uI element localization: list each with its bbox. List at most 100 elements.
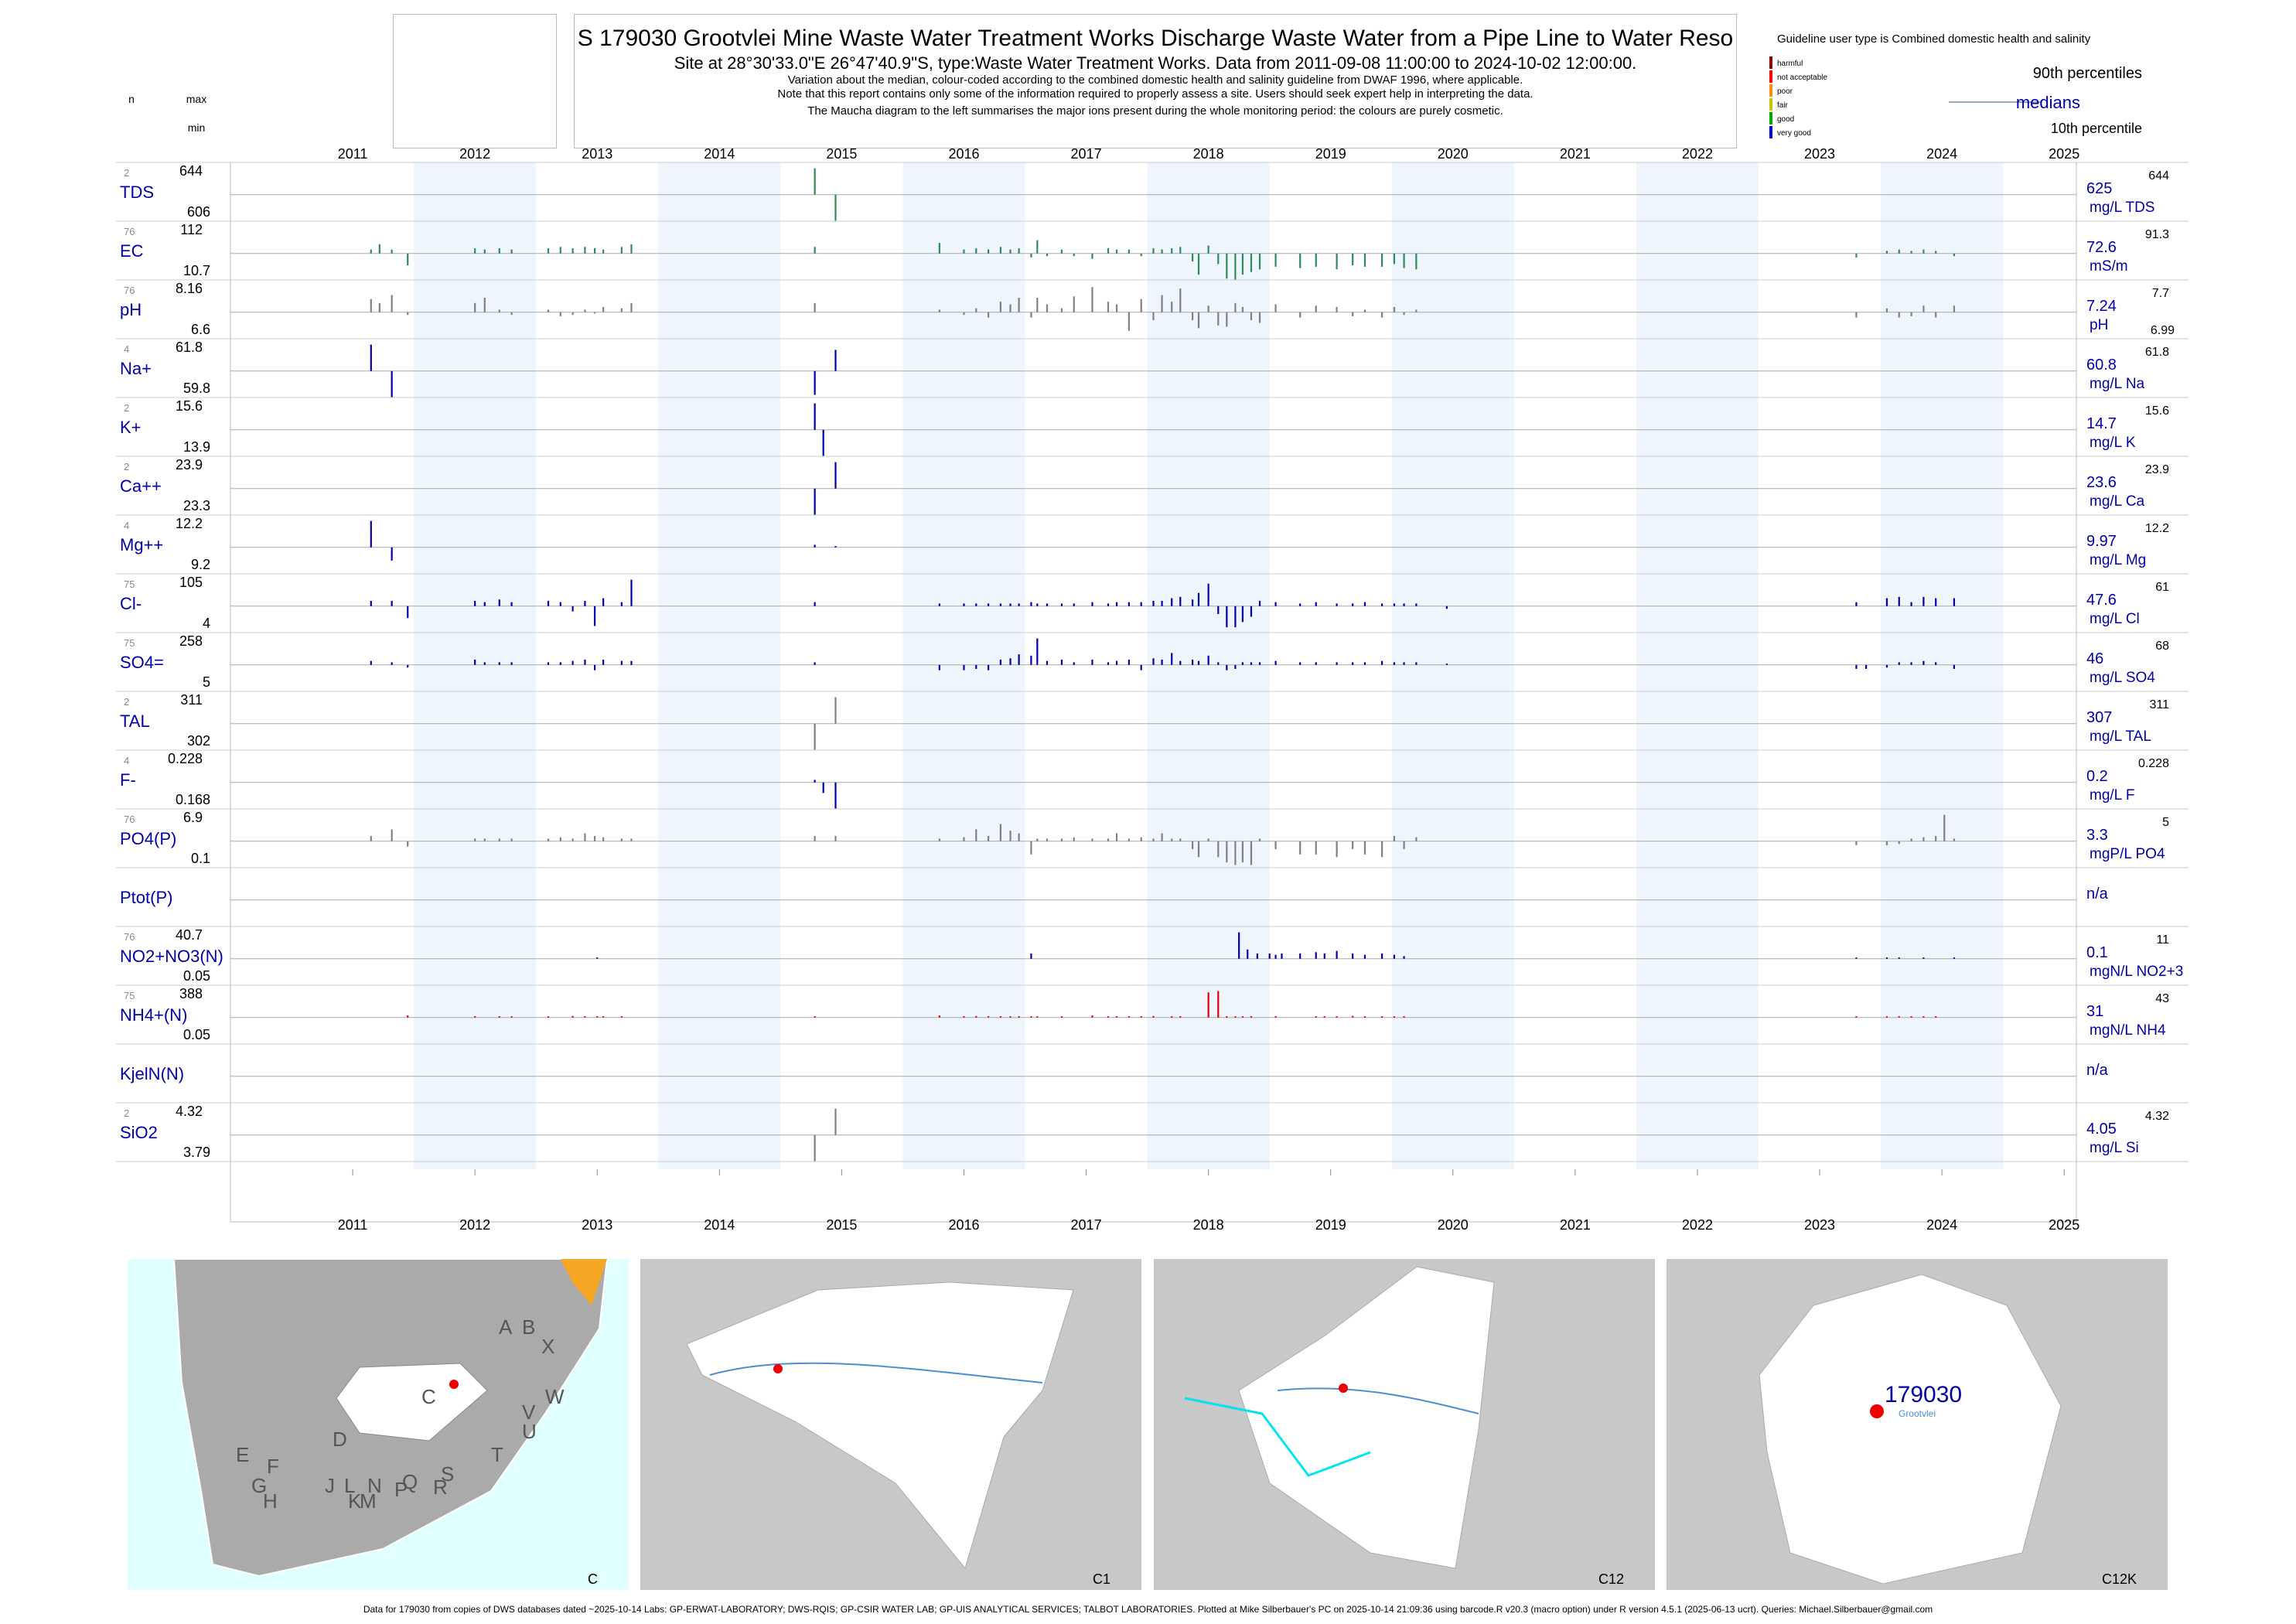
x-tick-label-bottom: 2021 [1560,1217,1591,1233]
map-region-letter: H [263,1489,278,1513]
row-min: 6.6 [191,322,210,337]
x-tick-label-top: 2013 [582,146,612,162]
map-region-letter: U [522,1420,537,1443]
guideline-title: Guideline user type is Combined domestic… [1777,32,2091,46]
x-tick-label-top: 2017 [1071,146,1102,162]
row-unit: mg/L K [2090,435,2136,451]
variable-row: 76 40.7 0.05 NO2+NO3(N) 0.1 mgN/L NO2+3 11 [116,926,2189,984]
row-unit: mgP/L PO4 [2090,846,2165,862]
barcode-chart: 2011 2011 2012 2012 2013 2013 2014 2014 2015 2015… [116,32,2189,1233]
row-n: 2 [124,402,129,414]
row-median: n/a [2086,885,2109,902]
row-label: K+ [120,418,142,437]
row-max: 258 [179,633,203,649]
station-marker [773,1364,783,1373]
row-median: 72.6 [2086,239,2117,256]
year-band [1881,162,2004,1169]
row-n: 4 [124,343,129,355]
row-p90: 0.228 [2138,757,2169,770]
row-unit: mgN/L NO2+3 [2090,964,2183,980]
variable-row: KjelN(N) n/a [116,1043,2189,1083]
map-catchment [1759,1274,2062,1585]
note-2: Note that this report contains only some… [777,87,1534,101]
map-region-letter: K [348,1489,362,1513]
guideline-swatch [1769,98,1772,111]
row-label: pH [120,300,142,319]
row-n: 2 [124,1107,129,1119]
row-n: 76 [124,931,135,943]
variable-row: 76 8.16 6.6 pH 7.24 pH 7.7 6.99 [116,279,2189,337]
row-min: 0.05 [183,968,210,984]
x-tick-label-bottom: 2025 [2049,1217,2079,1233]
guideline-swatch [1769,126,1772,138]
x-tick-label-top: 2020 [1438,146,1469,162]
map-label: C12 [1598,1571,1624,1587]
row-max: 112 [180,222,203,237]
row-median: 46 [2086,650,2103,667]
maucha-panel [393,14,557,148]
guideline-class: poor [1777,87,1793,96]
map-region-letter: C [421,1385,436,1408]
x-tick-label-top: 2014 [704,146,735,162]
row-max: 61.8 [176,339,203,355]
guideline-class: not acceptable [1777,73,1827,82]
row-max: 4.32 [176,1104,203,1119]
row-label: F- [120,770,136,790]
row-max: 105 [179,575,203,590]
map-label: C12K [2102,1571,2137,1587]
row-p90: 15.6 [2145,404,2169,418]
row-median: 23.6 [2086,474,2117,491]
row-label: TAL [120,711,150,731]
x-tick-label-top: 2015 [826,146,857,162]
row-min: 10.7 [183,263,210,278]
map-river [709,1362,1043,1383]
row-label: SO4= [120,653,164,672]
x-tick-label-top: 2011 [338,146,368,162]
variable-row: 4 0.228 0.168 F- 0.2 mg/L F 0.228 [116,749,2189,809]
map-region-letter: A [499,1315,513,1339]
row-min: 4 [203,616,210,631]
chart-title: S 179030 Grootvlei Mine Waste Water Trea… [577,26,1734,51]
map-catchment [1238,1266,1495,1569]
variable-row: 75 388 0.05 NH4+(N) 31 mgN/L NH4 43 [116,984,2189,1042]
map-catchment [686,1281,1074,1570]
row-p90: 311 [2149,698,2169,711]
x-tick-label-top: 2018 [1193,146,1224,162]
row-p90: 7.7 [2152,287,2169,300]
map-highlight [561,1259,607,1305]
row-min: 606 [187,204,210,220]
map-river [1277,1387,1479,1414]
site-info: Site at 28°30'33.0"E 26°47'40.9"S, type:… [674,53,1637,73]
map-region-letter: N [367,1474,382,1497]
row-n: 75 [124,578,135,590]
station-id: 179030 [1885,1382,1962,1407]
map-region-letter: P [394,1478,408,1501]
row-label: EC [120,241,144,261]
map-region-letter: V [522,1401,536,1424]
year-band [1391,162,1514,1169]
row-unit: mg/L SO4 [2090,670,2155,686]
x-tick-label-bottom: 2011 [338,1217,368,1233]
map-region-letter: J [325,1474,335,1497]
guideline-legend: Guideline user type is Combined domestic… [1769,32,2142,138]
row-min: 0.168 [176,792,210,807]
row-unit: mS/m [2090,258,2128,275]
row-n: 2 [124,696,129,708]
row-label: NO2+NO3(N) [120,947,223,966]
row-label: Ptot(P) [120,888,172,907]
map-panel: C12 [1154,1259,1655,1590]
x-tick-label-bottom: 2012 [459,1217,490,1233]
row-median: 625 [2086,180,2112,197]
row-median: 47.6 [2086,592,2117,609]
guideline-swatch [1769,112,1772,125]
row-n: 76 [124,285,135,296]
year-band [414,162,537,1169]
row-max: 8.16 [176,281,203,296]
row-unit: mgN/L NH4 [2090,1022,2166,1039]
x-tick-label-bottom: 2017 [1071,1217,1102,1233]
x-tick-label-bottom: 2024 [1926,1217,1957,1233]
